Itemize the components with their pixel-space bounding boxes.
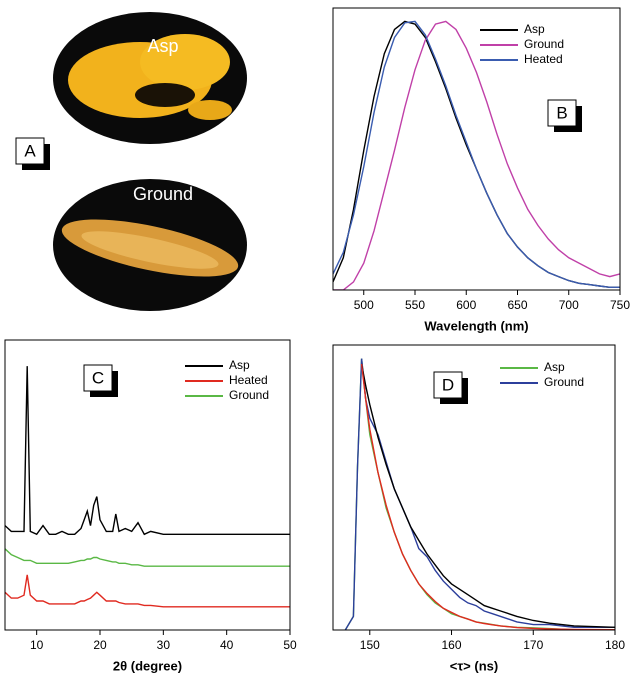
x-tick-label: 500 [354, 298, 374, 312]
series-line [360, 363, 615, 630]
legend-label: Heated [229, 373, 268, 387]
powder [140, 34, 230, 90]
series-line [333, 20, 620, 288]
label-box [433, 371, 463, 399]
series-line [5, 366, 290, 536]
legend-label: Asp [229, 358, 250, 372]
legend-label: Ground [544, 375, 584, 389]
legend-label: Asp [524, 22, 545, 36]
series-line [344, 358, 615, 630]
plot-frame [332, 7, 621, 291]
x-tick-label: 150 [360, 638, 380, 652]
legend-label: Ground [524, 37, 564, 51]
x-tick-label: 160 [442, 638, 462, 652]
panel-a: Asp Ground A [15, 12, 247, 311]
x-axis-label: Wavelength (nm) [424, 318, 528, 333]
x-tick-label: 750 [610, 298, 630, 312]
series-line [333, 20, 620, 288]
powder [81, 231, 219, 269]
legend-label: Ground [229, 388, 269, 402]
photo-label: Asp [147, 36, 178, 56]
x-tick-label: 600 [456, 298, 476, 312]
series-line [360, 363, 615, 628]
photo-label: Ground [133, 184, 193, 204]
x-tick-label: 40 [220, 638, 234, 652]
x-tick-label: 700 [559, 298, 579, 312]
series-line [333, 20, 620, 290]
series-line [5, 548, 290, 567]
plot-frame [332, 344, 616, 631]
panel-label: A [24, 141, 36, 160]
x-axis-label: 2θ (degree) [113, 658, 182, 673]
panel-label: D [442, 375, 454, 394]
panel-label: B [556, 103, 567, 122]
powder [188, 100, 232, 120]
series-line [5, 574, 290, 608]
x-tick-label: 20 [93, 638, 107, 652]
x-tick-label: 30 [157, 638, 171, 652]
x-tick-label: 10 [30, 638, 44, 652]
plot-frame [4, 339, 291, 631]
x-tick-label: 50 [283, 638, 297, 652]
series-line [344, 358, 615, 630]
label-box [547, 99, 577, 127]
label-box [15, 137, 45, 165]
x-tick-label: 170 [523, 638, 543, 652]
x-tick-label: 650 [507, 298, 527, 312]
x-tick-label: 180 [605, 638, 625, 652]
x-axis-label: <τ> (ns) [450, 658, 498, 673]
legend-label: Heated [524, 52, 563, 66]
x-tick-label: 550 [405, 298, 425, 312]
label-box [83, 364, 113, 392]
panel-label: C [92, 368, 104, 387]
powder-gap [135, 83, 195, 107]
legend-label: Asp [544, 360, 565, 374]
